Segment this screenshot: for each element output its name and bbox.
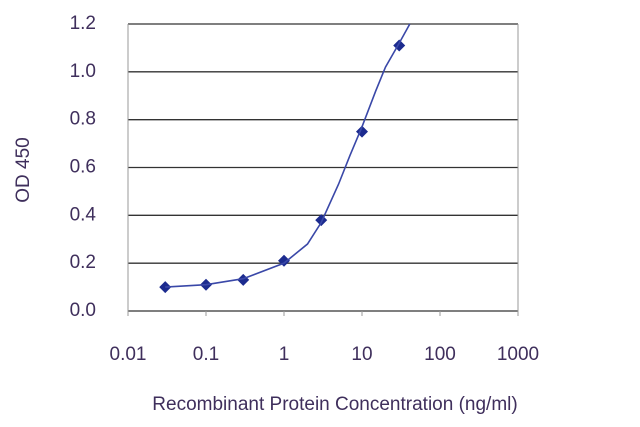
x-axis-label: Recombinant Protein Concentration (ng/ml… [152,394,517,415]
y-tick-label: 0.4 [70,204,97,225]
x-tick-label: 1000 [497,344,539,365]
x-tick-label: 0.01 [110,344,147,365]
x-tick-label: 0.1 [193,344,219,365]
y-tick-label: 0.2 [70,252,96,273]
y-tick-label: 0.6 [70,157,96,178]
y-tick-label: 0.0 [70,300,96,321]
y-tick-label: 0.8 [70,109,96,130]
x-tick-label: 1 [279,344,290,365]
y-tick-label: 1.2 [70,13,96,34]
x-tick-label: 10 [351,344,372,365]
x-tick-label: 100 [424,344,456,365]
fit-curve [165,23,411,288]
y-tick-label: 1.0 [70,61,96,82]
y-axis-label: OD 450 [13,137,34,202]
